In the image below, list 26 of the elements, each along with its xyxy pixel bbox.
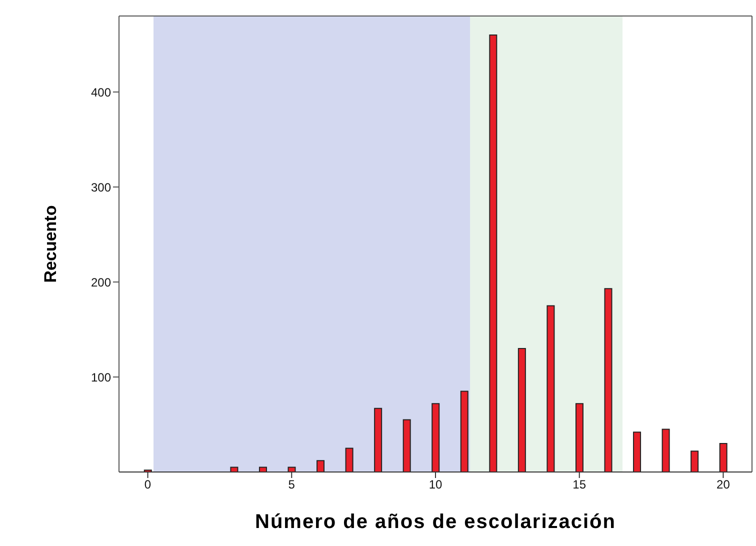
- x-tick-label: 10: [428, 478, 442, 492]
- x-tick-label: 0: [144, 478, 152, 492]
- bar: [633, 432, 642, 472]
- bar: [345, 448, 354, 472]
- bar: [690, 450, 699, 472]
- y-axis-title: Recuento: [41, 205, 60, 283]
- y-tick-label: 200: [90, 275, 112, 290]
- x-axis-title: Número de años de escolarización: [255, 511, 616, 533]
- y-tick-label: 300: [90, 180, 112, 194]
- bar: [460, 390, 468, 472]
- bar: [402, 419, 411, 472]
- bar: [518, 348, 526, 472]
- bar: [604, 288, 612, 472]
- bar: [662, 428, 670, 472]
- x-tick-label: 15: [572, 478, 586, 492]
- bar: [316, 460, 325, 472]
- x-tick-label: 5: [288, 478, 296, 492]
- y-tick-label: 100: [90, 370, 112, 384]
- bar: [489, 34, 498, 472]
- bar: [432, 403, 440, 472]
- y-tick-label: 400: [90, 85, 112, 100]
- bar: [374, 408, 382, 472]
- x-tick-label: 20: [716, 478, 730, 492]
- bar: [575, 403, 584, 472]
- bar: [546, 305, 555, 472]
- bar: [719, 443, 728, 472]
